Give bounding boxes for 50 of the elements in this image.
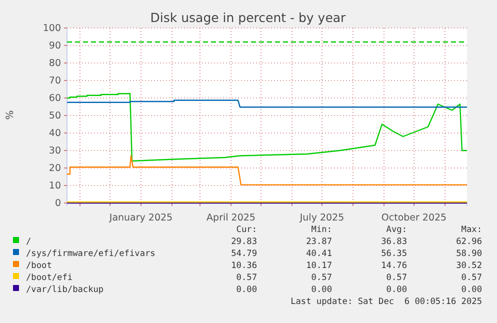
y-tick-label: 30 <box>48 146 61 157</box>
legend-label: /boot/efi <box>26 273 73 283</box>
text: 0.00 <box>461 285 482 295</box>
y-tick-label: 10 <box>48 180 61 192</box>
text: 10.36 <box>231 261 257 271</box>
text: 0.00 <box>386 285 407 295</box>
x-tick-label: October 2025 <box>381 212 447 224</box>
x-tick-label: January 2025 <box>108 212 173 224</box>
y-tick-label: 80 <box>48 58 61 70</box>
y-tick-label: 40 <box>48 128 61 140</box>
text: 0.57 <box>236 273 257 283</box>
text: Cur: <box>236 225 257 235</box>
y-tick-label: 50 <box>48 110 61 122</box>
y-tick-label: 90 <box>48 40 61 52</box>
line-series <box>66 100 468 108</box>
legend-label: / <box>26 237 32 247</box>
text: Min: <box>311 225 332 235</box>
text: Last update: Sat Dec 6 00:05:16 2025 <box>290 297 482 307</box>
text: 10.17 <box>306 261 332 271</box>
text: 54.79 <box>231 249 257 259</box>
x-tick-label: July 2025 <box>298 212 344 224</box>
text: 62.96 <box>456 237 482 247</box>
y-tick-label: 60 <box>48 93 61 104</box>
text: 56.35 <box>381 249 407 259</box>
y-tick-label: 0 <box>54 198 61 210</box>
x-tick-label: April 2025 <box>206 212 256 224</box>
text: 36.83 <box>381 237 407 247</box>
text: 58.90 <box>456 249 482 259</box>
text: 0.57 <box>386 273 407 283</box>
text: 0.00 <box>311 285 332 295</box>
text: 0.00 <box>236 285 257 295</box>
text: 0.57 <box>311 273 332 283</box>
text: 0.57 <box>461 273 482 283</box>
text: 30.52 <box>456 261 482 271</box>
y-axis-title: % <box>5 110 16 120</box>
text: 14.76 <box>381 261 407 271</box>
legend-label: /sys/firmware/efi/efivars <box>26 249 156 259</box>
text: 40.41 <box>306 249 332 259</box>
legend-label: /boot <box>26 261 52 271</box>
text: 23.87 <box>306 237 332 247</box>
y-tick-label: 100 <box>42 23 61 34</box>
y-tick-label: 20 <box>48 163 61 174</box>
chart-title: Disk usage in percent - by year <box>150 10 347 25</box>
text: Max: <box>461 225 482 235</box>
legend-label: /var/lib/backup <box>26 285 104 295</box>
text: 29.83 <box>231 237 257 247</box>
y-tick-label: 70 <box>48 76 61 87</box>
line-series <box>66 93 468 162</box>
line-series <box>66 155 468 186</box>
text: Avg: <box>386 225 407 235</box>
